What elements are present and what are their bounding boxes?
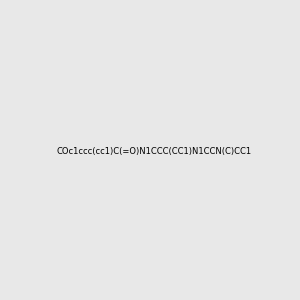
Text: COc1ccc(cc1)C(=O)N1CCC(CC1)N1CCN(C)CC1: COc1ccc(cc1)C(=O)N1CCC(CC1)N1CCN(C)CC1: [56, 147, 251, 156]
